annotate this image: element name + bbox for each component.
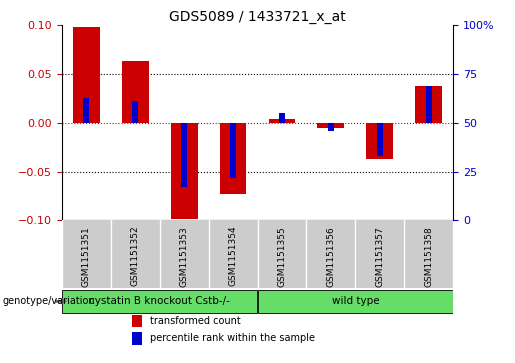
Bar: [268, 119, 296, 123]
Bar: [73, 27, 100, 123]
Text: GSM1151352: GSM1151352: [131, 226, 140, 286]
Text: GSM1151351: GSM1151351: [82, 226, 91, 286]
Bar: [279, 113, 285, 123]
Bar: [317, 123, 345, 128]
Bar: [132, 315, 142, 327]
Bar: [366, 123, 393, 159]
Text: genotype/variation: genotype/variation: [3, 296, 95, 306]
Title: GDS5089 / 1433721_x_at: GDS5089 / 1433721_x_at: [169, 11, 346, 24]
Bar: [62, 290, 257, 313]
Text: GSM1151355: GSM1151355: [278, 226, 286, 286]
Bar: [83, 98, 89, 123]
Text: cystatin B knockout Cstb-/-: cystatin B knockout Cstb-/-: [89, 296, 230, 306]
Bar: [377, 123, 383, 156]
Bar: [132, 332, 142, 345]
Text: transformed count: transformed count: [150, 316, 241, 326]
Text: GSM1151358: GSM1151358: [424, 226, 433, 286]
Text: GSM1151356: GSM1151356: [327, 226, 335, 286]
Bar: [258, 290, 453, 313]
Text: wild type: wild type: [332, 296, 379, 306]
Bar: [122, 61, 149, 123]
Bar: [426, 86, 432, 123]
Bar: [219, 123, 247, 194]
Bar: [230, 123, 236, 178]
Bar: [415, 86, 442, 123]
Bar: [132, 102, 138, 123]
Text: percentile rank within the sample: percentile rank within the sample: [150, 334, 315, 343]
Bar: [170, 123, 198, 219]
Text: GSM1151357: GSM1151357: [375, 226, 384, 286]
Bar: [181, 123, 187, 187]
Bar: [328, 123, 334, 131]
Text: GSM1151354: GSM1151354: [229, 226, 237, 286]
Text: GSM1151353: GSM1151353: [180, 226, 188, 286]
